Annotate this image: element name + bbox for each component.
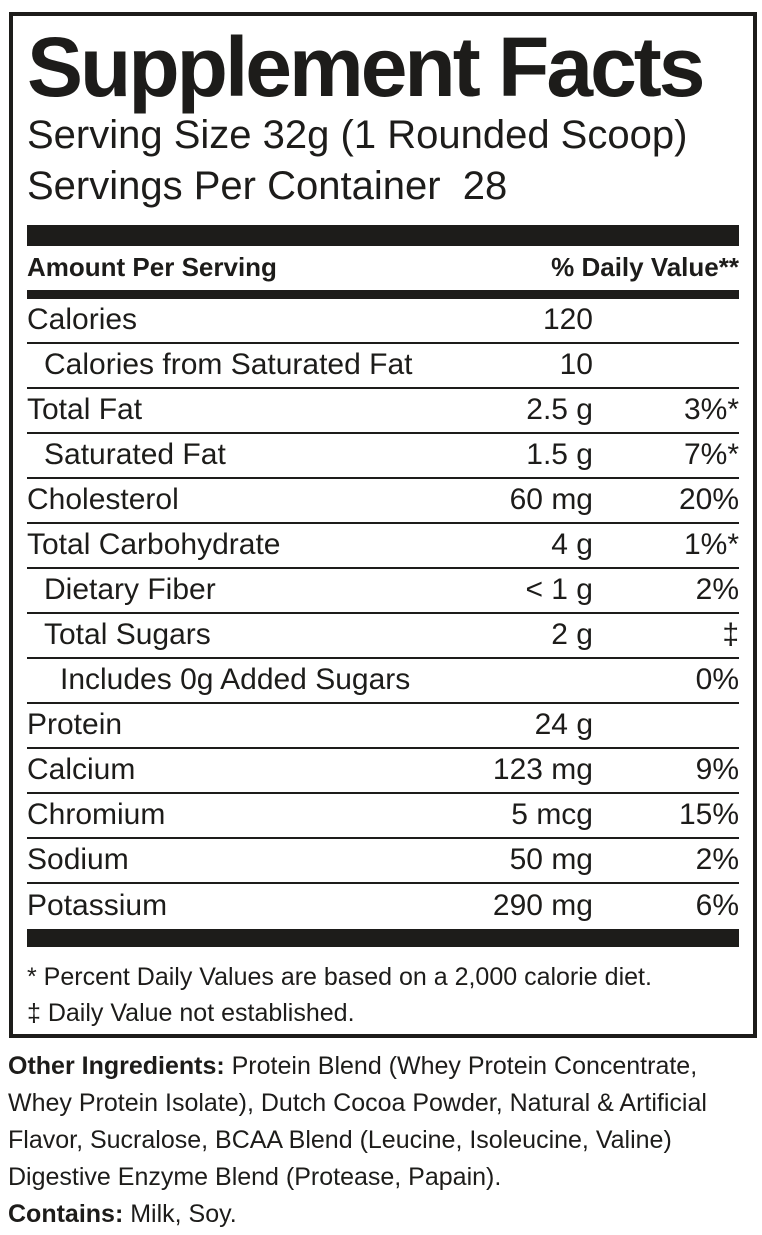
serving-size-text: Serving Size 32g (1 Rounded Scoop)	[27, 112, 688, 157]
nutrient-dv: 15%	[678, 798, 739, 832]
nutrient-name: Saturated Fat	[44, 438, 226, 472]
amount-per-serving-header: Amount Per Serving	[27, 252, 277, 283]
daily-value-header: % Daily Value**	[551, 252, 739, 283]
nutrient-dv: 1%*	[683, 528, 739, 562]
nutrient-amount: 50 mg	[509, 843, 593, 877]
nutrient-name: Total Sugars	[44, 618, 211, 652]
nutrient-row: Calcium 123 mg 9%	[27, 749, 739, 794]
nutrient-name: Calcium	[27, 753, 136, 787]
nutrient-name: Includes 0g Added Sugars	[60, 663, 411, 697]
nutrient-row: Protein 24 g	[27, 704, 739, 749]
nutrient-dv: 9%	[695, 753, 739, 787]
nutrient-name: Total Carbohydrate	[27, 528, 281, 562]
supplement-facts-box: Supplement Facts Serving Size 32g (1 Rou…	[9, 12, 757, 1038]
nutrient-name: Cholesterol	[27, 483, 179, 517]
nutrient-dv: 0%	[695, 663, 739, 697]
divider-medium	[27, 289, 739, 299]
nutrient-amount: 24 g	[534, 708, 593, 742]
nutrient-amount: 10	[559, 348, 593, 382]
nutrient-name: Dietary Fiber	[44, 573, 216, 607]
ingredients-block: Other Ingredients: Protein Blend (Whey P…	[8, 1048, 756, 1233]
nutrient-row: Includes 0g Added Sugars 0%	[27, 659, 739, 704]
nutrient-amount: 2.5 g	[526, 393, 593, 427]
nutrient-row: Potassium 290 mg 6%	[27, 884, 739, 929]
nutrient-amount: 5 mcg	[511, 798, 593, 832]
contains-label: Contains:	[8, 1200, 124, 1228]
nutrient-dv: 3%*	[683, 393, 739, 427]
nutrient-amount: 290 mg	[492, 889, 593, 923]
nutrient-row: Chromium 5 mcg 15%	[27, 794, 739, 839]
nutrient-row: Sodium 50 mg 2%	[27, 839, 739, 884]
nutrient-amount: 4 g	[551, 528, 593, 562]
nutrient-name: Chromium	[27, 798, 166, 832]
nutrient-amount: 123 mg	[492, 753, 593, 787]
nutrient-table: Calories 120 Calories from Saturated Fat…	[27, 299, 739, 929]
nutrient-name: Total Fat	[27, 393, 143, 427]
nutrient-dv: ‡	[722, 618, 739, 652]
table-column-header: Amount Per Serving % Daily Value**	[27, 246, 739, 290]
nutrient-dv: 20%	[678, 483, 739, 517]
nutrient-row: Dietary Fiber < 1 g 2%	[27, 569, 739, 614]
supplement-facts-title: Supplement Facts	[27, 20, 705, 114]
nutrient-name: Protein	[27, 708, 123, 742]
nutrient-amount: 1.5 g	[526, 438, 593, 472]
nutrient-amount: 2 g	[551, 618, 593, 652]
nutrient-row: Total Carbohydrate 4 g 1%*	[27, 524, 739, 569]
nutrient-amount: 120	[542, 303, 593, 337]
nutrient-row: Calories from Saturated Fat 10	[27, 344, 739, 389]
divider-thick-bottom	[27, 928, 739, 947]
servings-per-container-text: Servings Per Container 28	[27, 163, 508, 208]
footnote-daily-value-not-established: ‡ Daily Value not established.	[27, 998, 355, 1027]
nutrient-row: Total Sugars 2 g ‡	[27, 614, 739, 659]
other-ingredients-text: Protein Blend (Whey Protein Concentrate,…	[8, 1052, 707, 1191]
nutrient-dv: 7%*	[683, 438, 739, 472]
nutrient-name: Potassium	[27, 889, 168, 923]
contains-text: Milk, Soy.	[123, 1200, 237, 1228]
nutrient-name: Sodium	[27, 843, 129, 877]
nutrient-amount: < 1 g	[525, 573, 593, 607]
footnotes: * Percent Daily Values are based on a 2,…	[27, 947, 739, 1031]
nutrient-dv: 2%	[695, 573, 739, 607]
nutrient-row: Cholesterol 60 mg 20%	[27, 479, 739, 524]
nutrient-name: Calories	[27, 303, 138, 337]
nutrient-dv: 2%	[695, 843, 739, 877]
footnote-percent-daily-values: * Percent Daily Values are based on a 2,…	[27, 962, 652, 991]
nutrient-dv: 6%	[695, 889, 739, 923]
nutrient-row: Calories 120	[27, 299, 739, 344]
other-ingredients-paragraph: Other Ingredients: Protein Blend (Whey P…	[8, 1048, 756, 1196]
nutrient-amount: 60 mg	[509, 483, 593, 517]
nutrient-row: Saturated Fat 1.5 g 7%*	[27, 434, 739, 479]
contains-paragraph: Contains: Milk, Soy.	[8, 1196, 756, 1233]
nutrient-row: Total Fat 2.5 g 3%*	[27, 389, 739, 434]
nutrient-name: Calories from Saturated Fat	[44, 348, 413, 382]
divider-thick-top	[27, 224, 739, 246]
other-ingredients-label: Other Ingredients:	[8, 1052, 225, 1080]
